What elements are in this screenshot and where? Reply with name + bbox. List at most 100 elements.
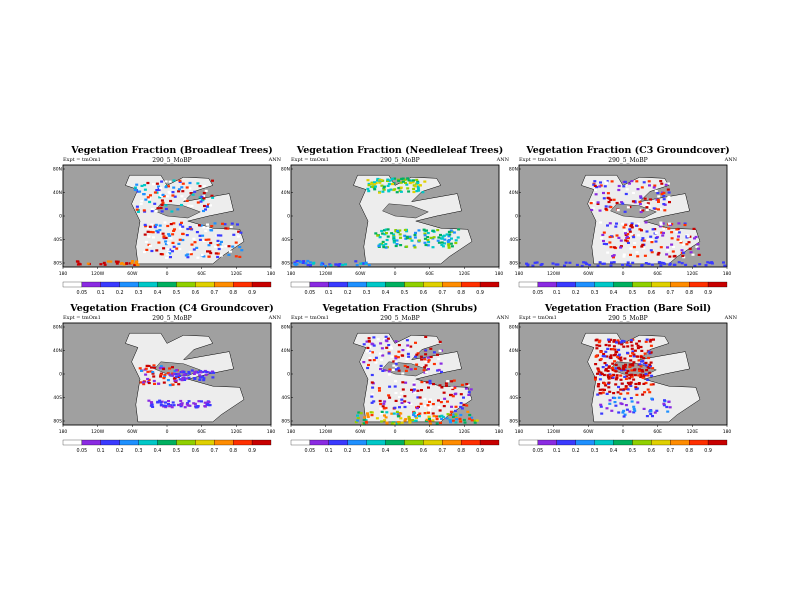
data-cell — [151, 405, 155, 408]
data-cell — [637, 382, 641, 386]
data-cell — [383, 414, 386, 417]
data-cell — [370, 395, 374, 398]
data-cell — [415, 407, 419, 410]
data-cell — [623, 210, 627, 213]
data-cell — [598, 392, 602, 395]
data-cell — [629, 340, 633, 344]
colorbar-swatch — [651, 439, 671, 446]
expt-label: Expt = tmOm1 — [519, 315, 557, 321]
data-cell — [630, 375, 634, 378]
data-cell — [615, 374, 619, 377]
data-cell — [178, 227, 182, 230]
expt-label: Expt = tmOm1 — [291, 315, 329, 321]
landmass — [125, 174, 245, 265]
data-cell — [646, 374, 650, 377]
data-cell — [616, 209, 620, 212]
data-cell — [398, 233, 402, 236]
colorbar-swatch — [176, 439, 196, 446]
data-cell — [171, 194, 175, 197]
data-cell — [293, 262, 297, 266]
colorbar-swatch — [707, 439, 728, 446]
data-cell — [152, 379, 156, 383]
data-cell — [666, 188, 670, 191]
colorbar-swatch — [251, 281, 272, 288]
data-cell — [388, 368, 392, 371]
data-cell — [608, 222, 612, 225]
data-cell — [103, 263, 107, 266]
data-cell — [169, 199, 173, 203]
data-cell — [164, 240, 168, 243]
data-cell — [114, 260, 118, 263]
data-cell — [667, 195, 671, 199]
data-cell — [649, 338, 653, 341]
data-cell — [216, 234, 220, 237]
data-cell — [180, 203, 183, 207]
data-cell — [462, 403, 466, 406]
data-cell — [166, 242, 170, 245]
data-cell — [451, 419, 455, 422]
data-cell — [386, 337, 390, 340]
y-tick-label: 80S — [281, 419, 290, 425]
data-cell — [428, 419, 432, 423]
data-cell — [102, 261, 106, 264]
data-cell — [602, 197, 606, 200]
colorbar-swatch — [309, 439, 329, 446]
data-cell — [165, 256, 168, 259]
data-cell — [211, 376, 215, 379]
data-cell — [376, 234, 380, 237]
data-cell — [596, 372, 599, 375]
data-cell — [115, 262, 119, 265]
data-cell — [140, 200, 144, 203]
data-cell — [459, 402, 463, 405]
data-cell — [633, 409, 637, 412]
data-cell — [406, 352, 410, 355]
data-cell — [679, 239, 682, 242]
data-cell — [662, 203, 666, 206]
data-cell — [387, 352, 391, 355]
data-cell — [370, 373, 374, 377]
data-cell — [451, 387, 455, 391]
data-cell — [606, 347, 610, 350]
data-cell — [452, 415, 455, 419]
data-cell — [366, 414, 370, 417]
data-cell — [665, 405, 669, 409]
data-cell — [380, 420, 384, 423]
data-cell — [439, 362, 443, 365]
data-cell — [382, 402, 386, 405]
colorbar-label: 0.1 — [553, 448, 561, 454]
data-cell — [234, 241, 238, 244]
data-cell — [427, 241, 431, 244]
data-cell — [643, 197, 647, 200]
data-cell — [359, 412, 363, 415]
data-cell — [622, 366, 625, 369]
data-cell — [436, 229, 440, 232]
data-cell — [535, 261, 539, 264]
data-cell — [617, 184, 621, 188]
data-cell — [623, 413, 627, 416]
panel-broadleaf-trees: Vegetation Fraction (Broadleaf Trees) Ex… — [53, 145, 287, 320]
y-tick-label: 40S — [509, 395, 518, 401]
data-cell — [428, 398, 432, 401]
data-cell — [394, 366, 398, 369]
data-cell — [431, 246, 435, 249]
data-cell — [378, 191, 381, 194]
data-cell — [407, 190, 411, 193]
data-cell — [175, 247, 179, 250]
data-cell — [428, 417, 431, 421]
data-cell — [633, 200, 637, 203]
data-cell — [604, 384, 608, 387]
data-cell — [604, 350, 608, 353]
data-cell — [623, 223, 627, 226]
data-cell — [164, 236, 168, 239]
y-tick-label: 0 — [59, 214, 62, 220]
data-cell — [640, 245, 644, 248]
data-cell — [158, 367, 162, 370]
data-cell — [616, 339, 620, 342]
x-tick-label: 60E — [425, 271, 434, 277]
data-cell — [454, 405, 458, 408]
data-cell — [206, 223, 209, 226]
data-cell — [639, 355, 643, 359]
colorbar-label: 0.7 — [438, 290, 446, 296]
data-cell — [202, 226, 206, 229]
